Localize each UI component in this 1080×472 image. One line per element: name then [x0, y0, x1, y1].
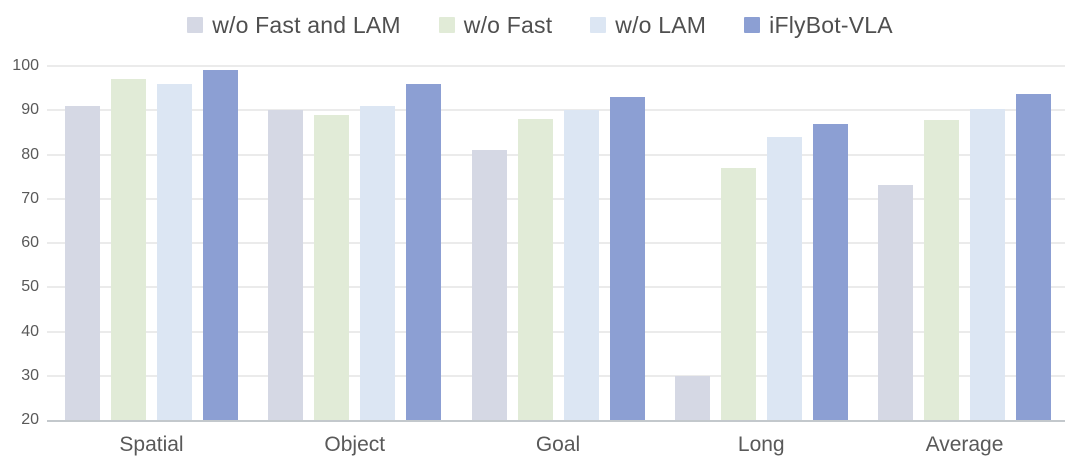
legend-swatch: [744, 17, 761, 33]
bar: [1016, 93, 1051, 420]
bar: [674, 375, 710, 420]
bar: [203, 70, 238, 420]
bar-group-average: [878, 66, 1051, 420]
legend-label: w/o LAM: [615, 11, 707, 38]
bar: [157, 83, 192, 420]
plot-area: 20 30 40 50 60 70 80 90 100: [12, 58, 1065, 428]
legend-item-4: iFlyBot-VLA: [744, 12, 893, 39]
legend-label: iFlyBot-VLA: [769, 11, 893, 38]
bar: [65, 105, 100, 420]
x-axis-label: Long: [737, 433, 785, 456]
bar: [720, 167, 756, 420]
y-axis-label: 50: [21, 278, 39, 296]
y-axis-label: 60: [21, 234, 39, 251]
bar: [766, 136, 802, 420]
bar: [406, 83, 442, 420]
x-axis-label: Goal: [535, 433, 581, 456]
y-axis-label: 100: [12, 57, 39, 74]
y-axis-label: 30: [21, 366, 39, 384]
bar: [314, 114, 350, 420]
bar: [471, 150, 507, 420]
gridline: [47, 286, 1065, 288]
legend-item-2: w/o Fast: [438, 11, 553, 39]
y-axis-label: 40: [21, 322, 39, 340]
bar-group-spatial: [65, 66, 238, 420]
bar: [111, 79, 146, 420]
bar-groups: [57, 66, 1065, 420]
gridline: [47, 154, 1065, 155]
gridline: [47, 375, 1065, 377]
bar-group-object: [268, 66, 442, 420]
bar-group-goal: [471, 66, 645, 420]
y-axis-label: 80: [21, 145, 39, 163]
x-axis-label: Average: [925, 433, 1004, 456]
gridline: [47, 331, 1065, 332]
gridline: [47, 65, 1065, 67]
gridline: [47, 242, 1065, 244]
bar: [517, 119, 553, 420]
bar: [609, 96, 645, 420]
x-axis-label: Spatial: [119, 433, 184, 456]
y-axis-label: 70: [21, 189, 39, 207]
gridline: [47, 198, 1065, 200]
legend-label: w/o Fast and LAM: [212, 11, 401, 38]
gridline: [47, 109, 1065, 111]
legend-swatch: [590, 17, 607, 33]
y-axis-label: 20: [21, 411, 39, 428]
bar: [924, 120, 959, 420]
bar: [878, 185, 913, 420]
bar: [268, 110, 304, 420]
bar: [970, 109, 1005, 420]
legend-item-1: w/o Fast and LAM: [187, 12, 401, 39]
x-axis-labels: Spatial Object Goal Long Average: [57, 420, 1065, 457]
bar: [563, 110, 599, 420]
legend-label: w/o Fast: [463, 11, 553, 38]
bar-group-long: [674, 66, 848, 420]
legend-item-3: w/o LAM: [590, 12, 706, 39]
x-axis-line: [47, 420, 1065, 422]
legend: w/o Fast and LAM w/o Fast w/o LAM iFlyBot-V…: [0, 0, 1080, 41]
legend-swatch: [438, 17, 455, 33]
legend-swatch: [187, 17, 204, 33]
bar: [812, 123, 848, 420]
y-axis-label: 90: [21, 101, 39, 119]
x-axis-label: Object: [324, 433, 386, 456]
bar: [360, 105, 396, 420]
